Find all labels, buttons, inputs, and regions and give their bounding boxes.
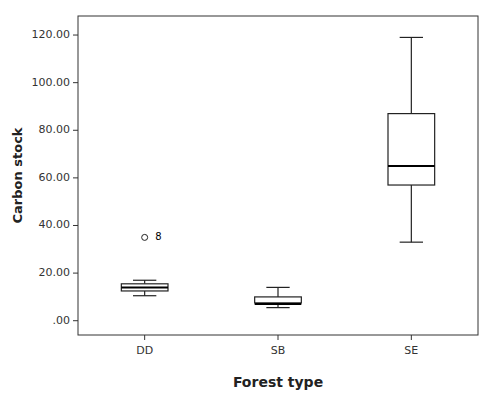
chart: .00 20.00 40.00 60.00 80.00 100.00 120.00 DD SB S… xyxy=(0,0,500,401)
x-tick xyxy=(411,335,412,340)
whisker-high xyxy=(277,287,278,297)
y-tick-label: .00 xyxy=(53,314,71,327)
y-tick-label: 80.00 xyxy=(39,123,71,136)
whisker-high xyxy=(411,37,412,113)
y-tick-label: 120.00 xyxy=(32,28,71,41)
cap-low xyxy=(266,307,289,308)
whisker-low xyxy=(411,185,412,242)
cap-high xyxy=(266,287,289,288)
chart-container: .00 20.00 40.00 60.00 80.00 100.00 120.00 DD SB S… xyxy=(0,0,500,401)
y-axis: .00 20.00 40.00 60.00 80.00 100.00 120.00 xyxy=(32,28,79,327)
median xyxy=(121,286,168,288)
x-axis: DD SB SE xyxy=(136,335,418,357)
y-tick-label: 20.00 xyxy=(39,266,71,279)
x-tick xyxy=(278,335,279,340)
y-tick xyxy=(73,177,78,178)
box xyxy=(121,284,168,291)
y-tick xyxy=(73,82,78,83)
y-tick xyxy=(73,273,78,274)
y-tick xyxy=(73,35,78,36)
cap-high xyxy=(133,280,156,281)
y-axis-label: Carbon stock xyxy=(10,127,25,223)
x-tick-label: SE xyxy=(404,344,418,357)
boxes xyxy=(121,37,434,307)
flier xyxy=(142,234,148,240)
plot-frame xyxy=(78,16,478,335)
flier-label: 8 xyxy=(155,231,161,242)
box xyxy=(388,114,435,185)
box-group xyxy=(255,287,302,307)
box-group xyxy=(121,234,168,295)
median xyxy=(388,165,435,167)
cap-low xyxy=(133,295,156,296)
x-tick-label: DD xyxy=(136,344,153,357)
box xyxy=(255,297,302,303)
y-tick xyxy=(73,225,78,226)
y-tick xyxy=(73,320,78,321)
x-tick-label: SB xyxy=(271,344,286,357)
y-tick-label: 100.00 xyxy=(32,76,71,89)
x-tick xyxy=(144,335,145,340)
cap-low xyxy=(400,242,423,243)
median xyxy=(255,303,302,305)
cap-high xyxy=(400,37,423,38)
y-tick-label: 60.00 xyxy=(39,171,71,184)
y-tick xyxy=(73,130,78,131)
box-group xyxy=(388,37,435,242)
annotations: 8 xyxy=(155,231,161,242)
y-tick-label: 40.00 xyxy=(39,218,71,231)
x-axis-label: Forest type xyxy=(233,374,323,390)
whisker-low xyxy=(144,291,145,296)
